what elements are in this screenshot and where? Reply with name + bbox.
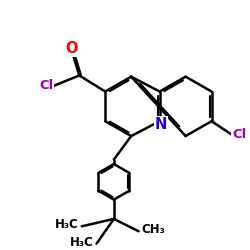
Text: Cl: Cl [232,128,246,140]
Text: H₃C: H₃C [55,218,79,231]
Text: H₃C: H₃C [70,236,94,249]
Text: CH₃: CH₃ [142,223,165,236]
Text: O: O [66,41,78,56]
Text: N: N [155,117,167,132]
Text: Cl: Cl [40,79,54,92]
